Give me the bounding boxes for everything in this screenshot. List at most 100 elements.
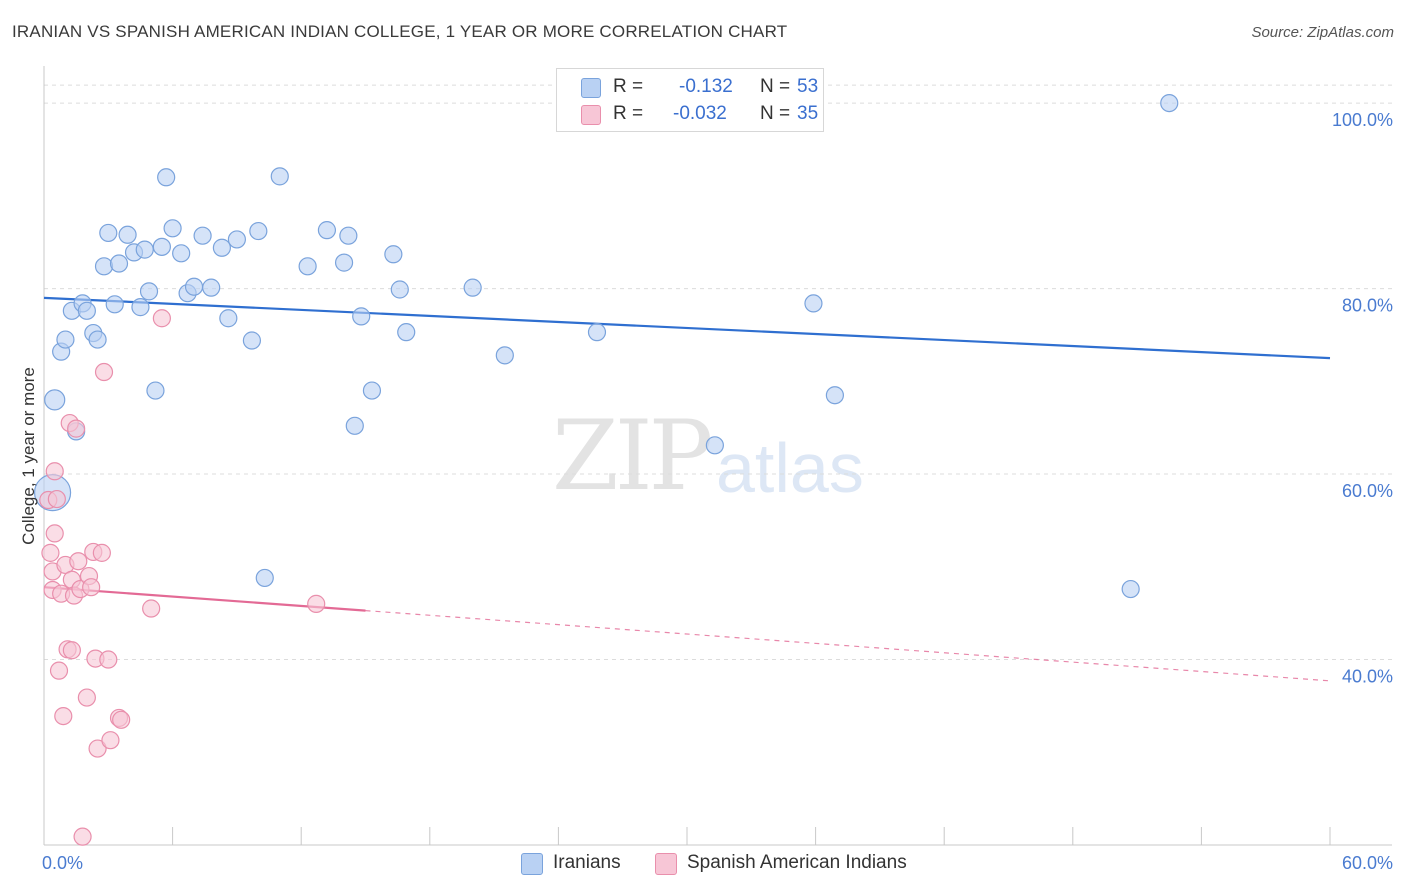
- point-iranians: [270, 167, 289, 186]
- y-tick-label: 100.0%: [1332, 110, 1393, 130]
- point-iranians: [146, 381, 165, 400]
- watermark-atlas: atlas: [716, 429, 864, 507]
- point-spanish-american-indians: [54, 706, 73, 726]
- point-spanish-american-indians: [69, 552, 88, 571]
- tick-labels: 40.0% 60.0% 80.0% 100.0% 0.0% 60.0%: [42, 110, 1393, 873]
- point-iranians: [105, 295, 124, 314]
- point-iranians: [139, 282, 159, 301]
- point-iranians: [163, 219, 182, 238]
- point-iranians: [94, 257, 114, 276]
- point-iranians: [334, 253, 354, 272]
- point-iranians: [804, 294, 823, 313]
- bottom-legend-swatch-spanish-american-indians: [655, 853, 677, 875]
- legend-n-value: 35: [797, 103, 819, 124]
- point-iranians: [1121, 579, 1140, 599]
- point-spanish-american-indians: [101, 731, 120, 750]
- point-iranians: [193, 226, 212, 245]
- legend-swatch-spanish-american-indians: [581, 105, 601, 125]
- legend-n-value: 53: [797, 76, 819, 97]
- point-iranians: [219, 309, 238, 328]
- point-iranians: [172, 244, 191, 263]
- point-spanish-american-indians: [47, 489, 66, 509]
- point-spanish-american-indians: [45, 524, 64, 543]
- data-points: [33, 93, 1179, 846]
- point-spanish-american-indians: [88, 739, 107, 758]
- point-iranians: [352, 307, 371, 326]
- point-iranians: [397, 323, 416, 342]
- point-iranians: [339, 226, 358, 245]
- point-spanish-american-indians: [49, 661, 69, 680]
- point-iranians: [362, 381, 382, 400]
- point-iranians: [463, 278, 482, 297]
- point-spanish-american-indians: [112, 710, 131, 729]
- watermark-zip: ZIP: [552, 400, 713, 512]
- x-tick-label: 60.0%: [1342, 853, 1393, 873]
- point-iranians: [131, 298, 150, 317]
- legend-r-value: -0.132: [679, 76, 733, 97]
- legend-swatch-iranians: [581, 78, 601, 98]
- point-iranians: [99, 223, 118, 243]
- point-iranians: [184, 277, 204, 296]
- legend-r-label: R =: [613, 103, 644, 124]
- legend-n-label: N =: [760, 103, 791, 124]
- point-iranians: [212, 238, 231, 257]
- axes: [43, 66, 1392, 846]
- point-iranians: [345, 416, 364, 435]
- x-tick-label: 0.0%: [42, 853, 83, 873]
- point-spanish-american-indians: [99, 650, 118, 669]
- point-iranians: [135, 240, 154, 259]
- point-iranians: [88, 330, 107, 349]
- point-iranians: [1160, 93, 1179, 113]
- point-spanish-american-indians: [41, 543, 60, 562]
- point-spanish-american-indians: [142, 599, 161, 618]
- trend-line-dashed: [365, 610, 1331, 682]
- y-tick-label: 40.0%: [1342, 667, 1393, 687]
- point-iranians: [56, 330, 75, 349]
- point-iranians: [157, 168, 176, 187]
- chart-title: IRANIAN VS SPANISH AMERICAN INDIAN COLLE…: [12, 22, 788, 41]
- grid-lines: [44, 84, 1392, 661]
- point-iranians: [298, 257, 317, 276]
- point-iranians: [587, 323, 607, 342]
- point-spanish-american-indians: [73, 827, 92, 846]
- trend-line-solid: [43, 296, 1331, 360]
- bottom-legend-swatch-iranians: [521, 853, 543, 875]
- point-iranians: [202, 278, 221, 297]
- point-spanish-american-indians: [45, 462, 64, 481]
- point-iranians: [227, 230, 246, 249]
- point-spanish-american-indians: [62, 641, 81, 660]
- point-iranians: [242, 331, 262, 350]
- y-tick-label: 80.0%: [1342, 296, 1393, 316]
- point-spanish-american-indians: [77, 688, 96, 707]
- legend-r-value: -0.032: [673, 103, 727, 124]
- point-iranians: [109, 254, 129, 273]
- bottom-legend-label-iranians: Iranians: [553, 852, 621, 873]
- point-iranians: [317, 221, 337, 240]
- y-tick-label: 60.0%: [1342, 481, 1393, 501]
- point-iranians: [249, 221, 268, 241]
- correlation-legend: R = -0.132 N = 53 R = -0.032 N = 35: [556, 68, 824, 132]
- point-iranians: [495, 346, 514, 365]
- legend-n-label: N =: [760, 76, 791, 97]
- point-spanish-american-indians: [67, 419, 86, 438]
- point-iranians: [825, 386, 844, 405]
- source-label: Source: ZipAtlas.com: [1251, 24, 1394, 41]
- point-spanish-american-indians: [152, 309, 171, 328]
- point-iranians: [384, 245, 403, 264]
- point-spanish-american-indians: [82, 578, 101, 597]
- point-iranians: [77, 301, 96, 320]
- legend-r-label: R =: [613, 76, 644, 97]
- trend-lines: [43, 296, 1331, 682]
- point-iranians: [255, 568, 274, 588]
- point-iranians: [705, 436, 724, 455]
- point-iranians: [390, 280, 409, 299]
- point-iranians: [152, 237, 171, 256]
- point-iranians: [44, 389, 66, 411]
- point-iranians: [118, 225, 137, 244]
- point-spanish-american-indians: [94, 362, 114, 382]
- bottom-legend-label-spanish-american-indians: Spanish American Indians: [687, 852, 907, 873]
- point-spanish-american-indians: [92, 543, 111, 562]
- y-axis-label: College, 1 year or more: [19, 367, 38, 545]
- point-spanish-american-indians: [307, 594, 326, 613]
